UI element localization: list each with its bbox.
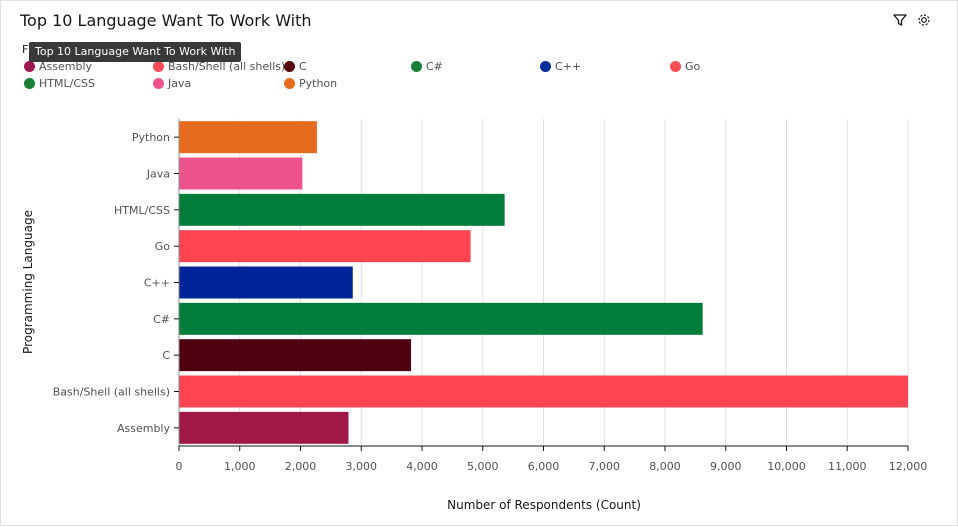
tooltip-anchor-text: F <box>22 43 29 56</box>
legend-label: Go <box>685 59 701 73</box>
x-tick-label: 1,000 <box>224 460 256 473</box>
x-tick-label: 0 <box>176 460 183 473</box>
legend-swatch <box>670 60 681 72</box>
legend-label: C# <box>426 59 443 73</box>
bars <box>179 121 908 444</box>
legend-swatch <box>153 77 164 89</box>
y-tick-label: Bash/Shell (all shells) <box>53 386 170 399</box>
y-tick-labels: Python Java HTML/CSS Go C++ C# C Bash/Shell (al… <box>53 131 179 435</box>
x-tick-label: 9,000 <box>710 460 742 473</box>
x-tick-label: 5,000 <box>467 460 499 473</box>
legend-label: C++ <box>555 59 582 73</box>
x-tick-label: 10,000 <box>767 460 806 473</box>
bar[interactable] <box>179 230 471 263</box>
legend-swatch <box>540 60 551 72</box>
x-tick-labels: 0 1,000 2,000 3,000 4,000 5,000 6,000 7,000 8,00… <box>176 446 928 473</box>
x-tick-label: 7,000 <box>589 460 621 473</box>
bar[interactable] <box>179 193 505 226</box>
x-axis-label: Number of Respondents (Count) <box>447 498 641 512</box>
legend-label: Python <box>299 76 338 90</box>
title-tooltip: Top 10 Language Want To Work With <box>29 42 242 62</box>
bar[interactable] <box>179 302 703 335</box>
y-tick-label: Java <box>146 168 170 181</box>
filter-icon[interactable] <box>891 11 909 29</box>
bar[interactable] <box>179 121 317 154</box>
y-tick-label: Assembly <box>117 422 171 435</box>
legend-swatch <box>24 60 35 72</box>
x-tick-label: 3,000 <box>346 460 378 473</box>
chart-title: Top 10 Language Want To Work With <box>20 11 312 30</box>
y-axis-label: Programming Language <box>21 210 35 354</box>
y-tick-label: Go <box>155 240 171 253</box>
y-tick-label: Python <box>132 131 170 144</box>
x-tick-label: 11,000 <box>828 460 867 473</box>
legend-label: Java <box>168 76 192 90</box>
bar[interactable] <box>179 375 908 408</box>
y-tick-label: C++ <box>144 277 170 290</box>
legend-swatch <box>411 60 422 72</box>
legend-item[interactable]: Python <box>284 76 337 90</box>
x-tick-label: 4,000 <box>406 460 438 473</box>
legend-swatch <box>153 60 164 72</box>
bar[interactable] <box>179 157 303 190</box>
legend-label: Bash/Shell (all shells) <box>168 59 286 73</box>
legend-item[interactable]: Bash/Shell (all shells) <box>153 59 285 73</box>
legend-item[interactable]: HTML/CSS <box>24 76 95 90</box>
legend-label: C <box>299 59 307 73</box>
bar[interactable] <box>179 411 349 444</box>
legend-item[interactable]: C# <box>411 59 443 73</box>
bar[interactable] <box>179 339 412 372</box>
legend-swatch <box>284 77 295 89</box>
x-tick-label: 12,000 <box>889 460 928 473</box>
legend-label: Assembly <box>39 59 93 73</box>
y-tick-label: C# <box>153 313 170 326</box>
legend-item[interactable]: Go <box>670 59 700 73</box>
x-tick-label: 2,000 <box>285 460 317 473</box>
x-tick-label: 8,000 <box>649 460 681 473</box>
bar[interactable] <box>179 266 353 299</box>
legend-swatch <box>24 77 35 89</box>
x-tick-label: 6,000 <box>528 460 560 473</box>
gear-icon[interactable] <box>915 11 933 29</box>
legend-item[interactable]: C <box>284 59 307 73</box>
y-tick-label: C <box>162 349 170 362</box>
legend-swatch <box>284 60 295 72</box>
legend-label: HTML/CSS <box>39 76 95 90</box>
legend-item[interactable]: C++ <box>540 59 581 73</box>
y-tick-label: HTML/CSS <box>114 204 170 217</box>
legend-item[interactable]: Java <box>153 76 191 90</box>
legend-item[interactable]: Assembly <box>24 59 92 73</box>
